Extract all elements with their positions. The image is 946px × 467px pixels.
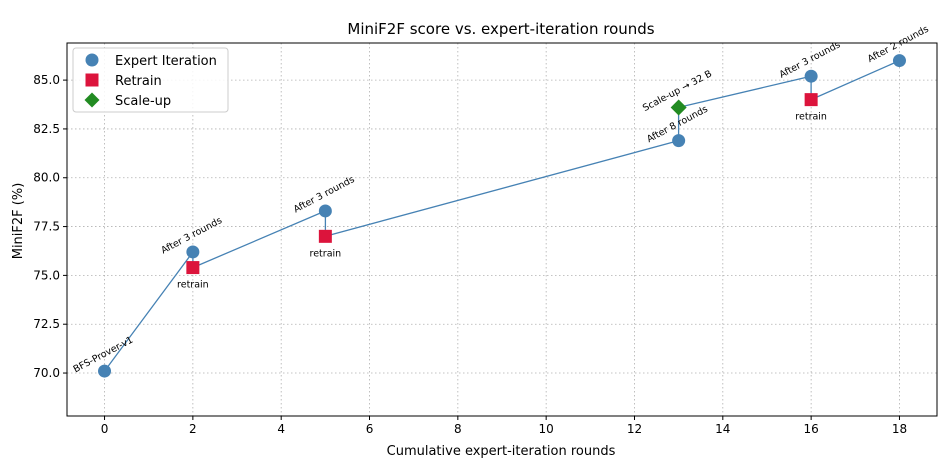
expert-iteration-marker xyxy=(672,134,686,148)
scale-up-marker xyxy=(670,99,687,116)
x-tick-label: 8 xyxy=(454,422,462,436)
plot-frame xyxy=(66,42,938,417)
x-tick-label: 12 xyxy=(627,422,642,436)
y-axis-label: MiniF2F (%) xyxy=(11,183,26,260)
legend-entry-label: Expert Iteration xyxy=(115,54,217,69)
data-markers xyxy=(98,54,906,378)
x-tick-label: 14 xyxy=(715,422,730,436)
expert-iteration-marker xyxy=(804,69,818,83)
legend: Expert Iteration Retrain Scale-up xyxy=(72,47,229,113)
expert-iteration-marker xyxy=(892,54,906,68)
x-tick-label: 16 xyxy=(803,422,818,436)
x-tick-label: 6 xyxy=(366,422,374,436)
y-tick-label: 80.0 xyxy=(33,171,60,185)
retrain-marker xyxy=(318,229,332,243)
y-tick-label: 82.5 xyxy=(33,122,60,136)
expert-iteration-marker xyxy=(318,204,332,218)
progress-line xyxy=(103,60,900,372)
retrain-annotation: retrain xyxy=(310,248,342,259)
legend-entry-label: Retrain xyxy=(115,74,162,89)
retrain-annotation: retrain xyxy=(795,112,827,123)
legend-square-icon xyxy=(85,73,99,87)
expert-iteration-marker xyxy=(98,364,112,378)
legend-circle-icon xyxy=(85,53,99,67)
y-tick-label: 75.0 xyxy=(33,268,60,282)
y-tick-label: 70.0 xyxy=(33,366,60,380)
y-tick-label: 77.5 xyxy=(33,220,60,234)
chart-title: MiniF2F score vs. expert-iteration round… xyxy=(347,20,654,38)
legend-box xyxy=(72,47,229,113)
axis-ticks: 0 2 4 6 8 10 12 14 16 18 70.0 72.5 75.0 77.5 80.0 82.5 8… xyxy=(33,73,907,436)
x-tick-label: 4 xyxy=(277,422,285,436)
series-lines xyxy=(103,60,900,372)
retrain-marker xyxy=(804,93,818,107)
expert-iteration-marker xyxy=(186,245,200,259)
x-tick-label: 0 xyxy=(101,422,109,436)
legend-diamond-icon xyxy=(84,92,100,108)
x-tick-label: 2 xyxy=(189,422,197,436)
y-tick-label: 72.5 xyxy=(33,317,60,331)
retrain-marker xyxy=(186,261,200,275)
x-tick-label: 10 xyxy=(539,422,554,436)
legend-entry-label: Scale-up xyxy=(115,94,171,109)
retrain-annotation: retrain xyxy=(177,280,209,291)
x-tick-label: 18 xyxy=(892,422,907,436)
x-axis-label: Cumulative expert-iteration rounds xyxy=(387,444,616,459)
y-tick-label: 85.0 xyxy=(33,73,60,87)
